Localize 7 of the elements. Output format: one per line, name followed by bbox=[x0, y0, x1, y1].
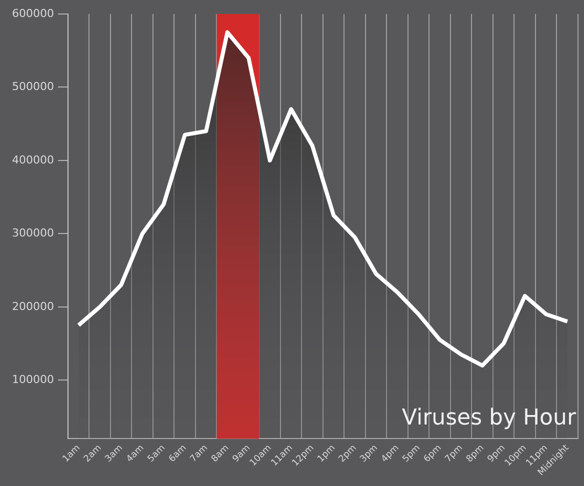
text: Viruses by Hour bbox=[402, 406, 577, 431]
y-tick-label: 600000 bbox=[12, 6, 54, 20]
y-tick-label: 100000 bbox=[12, 372, 54, 386]
y-tick-label: 300000 bbox=[12, 226, 54, 240]
y-tick-label: 400000 bbox=[12, 153, 54, 166]
y-tick-label: 500000 bbox=[12, 80, 54, 94]
y-tick-label: 200000 bbox=[12, 300, 54, 313]
